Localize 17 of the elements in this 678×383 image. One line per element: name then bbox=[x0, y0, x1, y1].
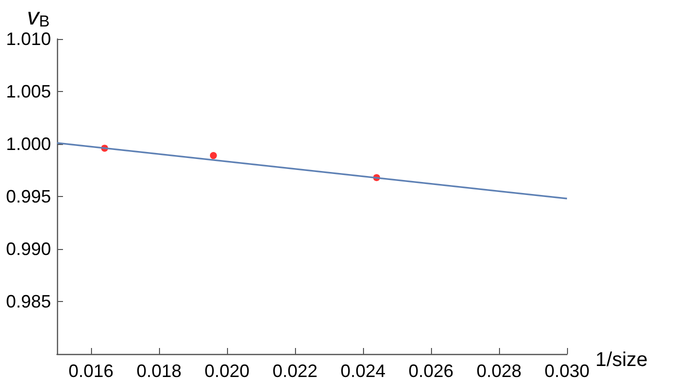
x-tick-label: 0.024 bbox=[340, 361, 386, 381]
y-tick-label: 0.985 bbox=[6, 292, 51, 312]
point bbox=[210, 152, 217, 160]
y-tick-label: 0.995 bbox=[6, 186, 51, 206]
x-tick-label: 0.030 bbox=[544, 361, 590, 381]
y-tick-label: 0.990 bbox=[6, 239, 51, 259]
x-axis-title: 1/size bbox=[595, 349, 648, 371]
y-tick-label: 1.005 bbox=[6, 82, 51, 102]
x-tick-label: 0.016 bbox=[68, 361, 114, 381]
y-tick-label: 1.010 bbox=[6, 29, 51, 49]
x-tick-label: 0.028 bbox=[476, 361, 522, 381]
x-tick-label: 0.022 bbox=[272, 361, 318, 381]
x-tick-label: 0.026 bbox=[408, 361, 454, 381]
x-tick-label: 0.020 bbox=[204, 361, 250, 381]
x-tick-label: 0.018 bbox=[136, 361, 182, 381]
y-axis-title: vB bbox=[27, 4, 50, 31]
y-tick-label: 1.000 bbox=[6, 134, 51, 154]
